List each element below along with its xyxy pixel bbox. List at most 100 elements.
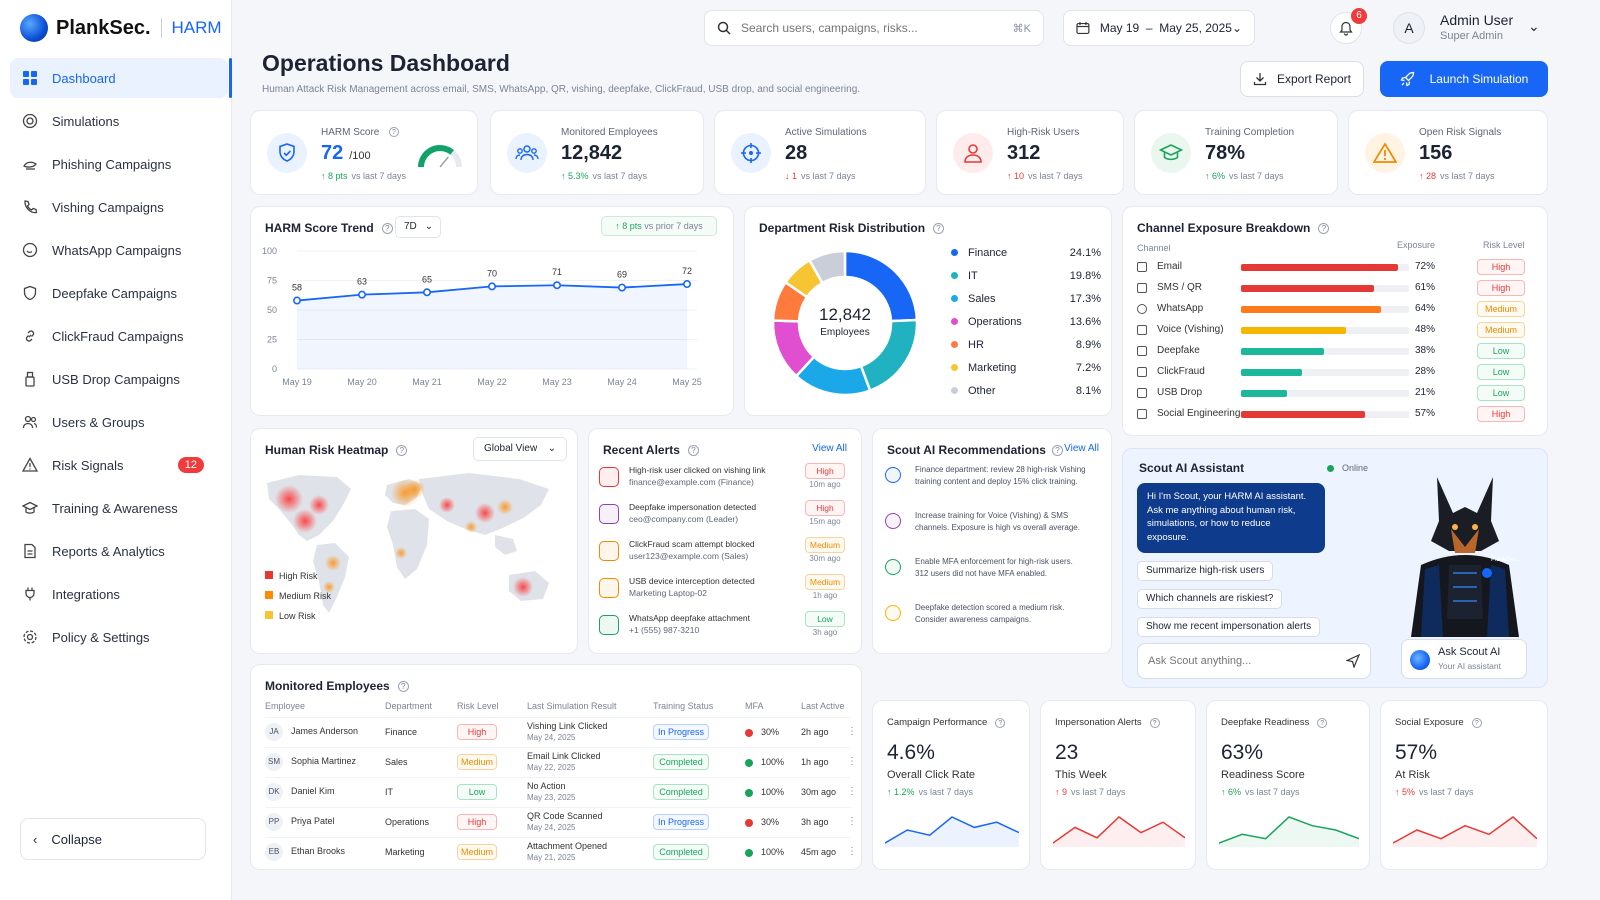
- channel-row[interactable]: WhatsApp 64% Medium: [1137, 301, 1535, 319]
- help-icon[interactable]: ?: [1471, 717, 1482, 728]
- mini-card-campaign-performance[interactable]: Campaign Performance? 4.6% Overall Click R…: [872, 700, 1030, 870]
- donut-slice-other[interactable]: [807, 249, 847, 285]
- exposure-value: 21%: [1415, 387, 1436, 398]
- help-icon[interactable]: ?: [381, 222, 393, 234]
- recommendation-item[interactable]: Finance department: review 28 high-risk …: [883, 463, 1105, 503]
- assistant-input[interactable]: [1148, 655, 1346, 667]
- trend-point[interactable]: [552, 281, 561, 290]
- kpi-high-risk-users[interactable]: High-Risk Users 312 ↑ 10 vs last 7 days: [936, 110, 1124, 195]
- notifications-button[interactable]: 6: [1330, 8, 1367, 44]
- sidebar-item-usb-drop-campaigns[interactable]: USB Drop Campaigns: [10, 359, 228, 399]
- sidebar-item-vishing-campaigns[interactable]: Vishing Campaigns: [10, 187, 228, 227]
- alert-item[interactable]: USB device interception detected Marketin…: [599, 574, 853, 608]
- help-icon[interactable]: ?: [995, 717, 1006, 728]
- logo[interactable]: PlankSec. HARM: [20, 14, 222, 42]
- trend-point[interactable]: [423, 288, 432, 297]
- search-input[interactable]: [741, 21, 1013, 35]
- sidebar-item-integrations[interactable]: Integrations: [10, 574, 228, 614]
- sidebar-item-users-groups[interactable]: Users & Groups: [10, 402, 228, 442]
- assistant-input-box[interactable]: [1137, 643, 1371, 679]
- recs-view-all-link[interactable]: View All: [1064, 443, 1099, 454]
- sidebar-item-whatsapp-campaigns[interactable]: WhatsApp Campaigns: [10, 230, 228, 270]
- kpi-harm-score[interactable]: HARM Score? 72/100 ↑ 8 pts vs last 7 days: [250, 110, 478, 195]
- kpi-monitored-employees[interactable]: Monitored Employees 12,842 ↑ 5.3% vs last 7…: [490, 110, 704, 195]
- sidebar-item-clickfraud-campaigns[interactable]: ClickFraud Campaigns: [10, 316, 228, 356]
- mini-card-social-exposure[interactable]: Social Exposure? 57% At Risk ↑ 5% vs last 7 …: [1380, 700, 1548, 870]
- export-report-button[interactable]: Export Report: [1240, 61, 1364, 97]
- channel-row[interactable]: SMS / QR 61% High: [1137, 280, 1535, 298]
- channel-label: Voice (Vishing): [1157, 324, 1224, 335]
- chip-riskiest-channels[interactable]: Which channels are riskiest?: [1137, 589, 1283, 609]
- table-row[interactable]: SM Sophia Martinez Sales Medium Email Link C…: [265, 746, 857, 777]
- date-range-picker[interactable]: May 19 – May 25, 2025 ⌄: [1063, 10, 1255, 46]
- user-menu-chevron-icon[interactable]: ⌄: [1528, 18, 1540, 34]
- kpi-open-risk-signals[interactable]: Open Risk Signals 156 ↑ 28 vs last 7 days: [1348, 110, 1548, 195]
- more-options-icon[interactable]: ⋮: [847, 785, 857, 797]
- help-icon[interactable]: ?: [1317, 717, 1328, 728]
- more-options-icon[interactable]: ⋮: [847, 845, 857, 857]
- user-menu[interactable]: Admin User Super Admin: [1440, 12, 1513, 42]
- table-row[interactable]: PP Priya Patel Operations High QR Code Scann…: [265, 806, 857, 837]
- help-icon[interactable]: ?: [389, 127, 399, 137]
- sidebar-item-simulations[interactable]: Simulations: [10, 101, 228, 141]
- channel-row[interactable]: Deepfake 38% Low: [1137, 343, 1535, 361]
- search-bar[interactable]: ⌘K: [704, 10, 1044, 46]
- trend-point[interactable]: [617, 283, 626, 292]
- channel-row[interactable]: USB Drop 21% Low: [1137, 385, 1535, 403]
- kpi-active-simulations[interactable]: Active Simulations 28 ↓ 1 vs last 7 days: [714, 110, 926, 195]
- recommendation-item[interactable]: Enable MFA enforcement for high-risk use…: [883, 555, 1105, 595]
- collapse-button[interactable]: ‹ Collapse: [20, 818, 206, 860]
- launch-simulation-button[interactable]: Launch Simulation: [1380, 61, 1548, 97]
- trend-point[interactable]: [358, 290, 367, 299]
- help-icon[interactable]: ?: [396, 444, 408, 456]
- more-options-icon[interactable]: ⋮: [847, 725, 857, 737]
- avatar[interactable]: A: [1393, 12, 1425, 44]
- trend-point[interactable]: [488, 282, 497, 291]
- send-icon[interactable]: [1346, 654, 1360, 668]
- alert-item[interactable]: WhatsApp deepfake attachment +1 (555) 987…: [599, 611, 853, 645]
- alert-item[interactable]: Deepfake impersonation detected ceo@compa…: [599, 500, 853, 534]
- sidebar-item-phishing-campaigns[interactable]: Phishing Campaigns: [10, 144, 228, 184]
- help-icon[interactable]: ?: [1051, 444, 1063, 456]
- more-options-icon[interactable]: ⋮: [847, 815, 857, 827]
- channel-exposure-title-text: Channel Exposure Breakdown: [1137, 221, 1311, 235]
- channel-row[interactable]: Voice (Vishing) 48% Medium: [1137, 322, 1535, 340]
- help-icon[interactable]: ?: [687, 444, 699, 456]
- collapse-label: Collapse: [51, 831, 102, 847]
- trend-point[interactable]: [682, 280, 691, 289]
- recommendation-item[interactable]: Deepfake detection scored a medium risk.…: [883, 601, 1105, 641]
- mini-card-deepfake-readiness[interactable]: Deepfake Readiness? 63% Readiness Score ↑ 6…: [1206, 700, 1370, 870]
- alert-subtitle: finance@example.com (Finance): [629, 477, 754, 487]
- kpi-training-completion[interactable]: Training Completion 78% ↑ 6% vs last 7 days: [1134, 110, 1338, 195]
- more-options-icon[interactable]: ⋮: [847, 755, 857, 767]
- trend-point[interactable]: [292, 296, 301, 305]
- mini-card-impersonation-alerts[interactable]: Impersonation Alerts? 23 This Week ↑ 9 vs la…: [1040, 700, 1196, 870]
- sidebar-item-policy-settings[interactable]: Policy & Settings: [10, 617, 228, 657]
- heatmap-view-select[interactable]: Global View ⌄: [473, 437, 567, 461]
- help-icon[interactable]: ?: [397, 680, 409, 692]
- channel-row[interactable]: Email 72% High: [1137, 259, 1535, 277]
- exposure-track: [1241, 348, 1409, 355]
- ask-scout-button[interactable]: Ask Scout AI Your AI assistant: [1401, 639, 1527, 679]
- sidebar-item-dashboard[interactable]: Dashboard: [10, 58, 232, 98]
- channel-row[interactable]: Social Engineering 57% High: [1137, 406, 1535, 424]
- sidebar-item-reports-analytics[interactable]: Reports & Analytics: [10, 531, 228, 571]
- alert-item[interactable]: High-risk user clicked on vishing link fi…: [599, 463, 853, 497]
- sidebar-item-deepfake-campaigns[interactable]: Deepfake Campaigns: [10, 273, 228, 313]
- table-row[interactable]: EB Ethan Brooks Marketing Medium Attachment …: [265, 836, 857, 867]
- sidebar-item-risk-signals[interactable]: Risk Signals 12: [10, 445, 228, 485]
- channel-row[interactable]: ClickFraud 28% Low: [1137, 364, 1535, 382]
- table-row[interactable]: JA James Anderson Finance High Vishing Link …: [265, 716, 857, 747]
- sidebar-item-training-awareness[interactable]: Training & Awareness: [10, 488, 228, 528]
- chip-summarize-high-risk[interactable]: Summarize high-risk users: [1137, 561, 1274, 581]
- table-row[interactable]: DK Daniel Kim IT Low No Action May 23, 2025 Co…: [265, 776, 857, 807]
- trend-period-select[interactable]: 7D ⌄: [395, 216, 441, 238]
- recommendation-item[interactable]: Increase training for Voice (Vishing) & …: [883, 509, 1105, 549]
- last-active-value: 2h ago: [801, 727, 829, 737]
- help-icon[interactable]: ?: [1149, 717, 1160, 728]
- alert-item[interactable]: ClickFraud scam attempt blocked user123@e…: [599, 537, 853, 571]
- alerts-view-all-link[interactable]: View All: [812, 443, 847, 454]
- chip-impersonation-alerts[interactable]: Show me recent impersonation alerts: [1137, 617, 1321, 637]
- help-icon[interactable]: ?: [933, 222, 945, 234]
- help-icon[interactable]: ?: [1318, 222, 1330, 234]
